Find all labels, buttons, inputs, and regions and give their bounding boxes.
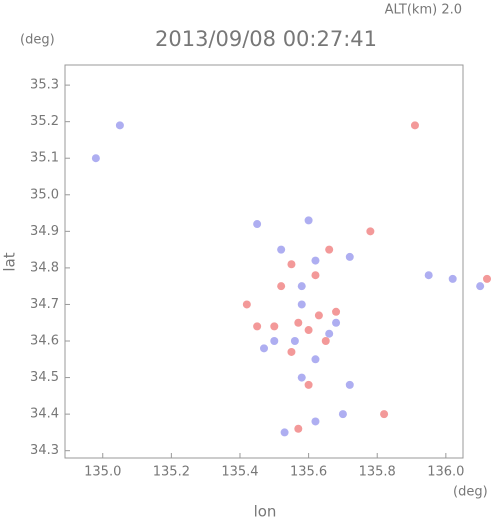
echo-point bbox=[311, 417, 320, 426]
echo-point bbox=[287, 260, 296, 269]
y-tick-label: 34.3 bbox=[30, 443, 59, 458]
echo-point bbox=[297, 282, 306, 291]
y-tick-label: 34.9 bbox=[30, 224, 59, 239]
y-tick-label: 34.4 bbox=[30, 407, 59, 422]
y-tick-label: 34.6 bbox=[30, 334, 59, 349]
echo-point bbox=[253, 220, 262, 229]
y-tick-label: 34.8 bbox=[30, 260, 59, 275]
echo-point bbox=[242, 300, 251, 309]
echo-point bbox=[325, 245, 334, 254]
y-unit: (deg) bbox=[20, 33, 55, 48]
echo-point bbox=[304, 326, 313, 335]
y-tick-label: 35.3 bbox=[30, 78, 59, 93]
echo-point bbox=[476, 282, 485, 291]
y-tick-label: 35.0 bbox=[30, 187, 59, 202]
y-tick-label: 34.5 bbox=[30, 370, 59, 385]
echo-point bbox=[115, 121, 124, 130]
x-tick-label: 135.8 bbox=[359, 465, 396, 480]
echo-point bbox=[332, 318, 341, 327]
y-tick-label: 35.1 bbox=[30, 151, 59, 166]
x-unit: (deg) bbox=[453, 485, 488, 500]
echo-point bbox=[294, 318, 303, 327]
echo-point bbox=[304, 216, 313, 225]
echo-point bbox=[410, 121, 419, 130]
echo-point bbox=[311, 355, 320, 364]
echo-point bbox=[321, 337, 330, 346]
echo-point bbox=[277, 282, 286, 291]
echo-point bbox=[297, 373, 306, 382]
echo-point bbox=[366, 227, 375, 236]
y-tick-label: 35.2 bbox=[30, 114, 59, 129]
echo-point bbox=[280, 428, 289, 437]
echo-point bbox=[332, 307, 341, 316]
x-tick-label: 135.4 bbox=[221, 465, 258, 480]
x-tick-label: 135.0 bbox=[84, 465, 121, 480]
echo-point bbox=[91, 154, 100, 163]
x-tick-label: 135.2 bbox=[153, 465, 190, 480]
echo-point bbox=[253, 322, 262, 331]
plot-frame bbox=[64, 64, 464, 459]
echo-point bbox=[380, 410, 389, 419]
echo-point bbox=[345, 380, 354, 389]
echo-point bbox=[448, 274, 457, 283]
echo-point bbox=[260, 344, 268, 353]
echo-point bbox=[325, 329, 334, 338]
echo-point bbox=[297, 300, 306, 309]
echo-point bbox=[270, 337, 279, 346]
echo-point bbox=[290, 337, 299, 346]
chart-title: 2013/09/08 00:27:41 bbox=[155, 27, 377, 51]
x-tick-label: 136.0 bbox=[427, 465, 464, 480]
echo-point bbox=[287, 347, 296, 356]
echo-point bbox=[304, 380, 313, 389]
echo-point bbox=[338, 410, 347, 419]
echo-point bbox=[311, 256, 320, 265]
echo-point bbox=[424, 271, 433, 280]
y-tick-label: 34.7 bbox=[30, 297, 59, 312]
altitude-label: ALT(km) 2.0 bbox=[385, 3, 462, 18]
echo-point bbox=[270, 322, 279, 331]
echo-point bbox=[277, 245, 286, 254]
echo-point bbox=[345, 252, 354, 261]
echo-point bbox=[314, 311, 323, 320]
echo-point bbox=[294, 424, 303, 433]
x-axis-label: lon bbox=[254, 503, 277, 521]
echo-point bbox=[483, 274, 491, 283]
y-axis-label: lat bbox=[1, 252, 19, 271]
x-tick-label: 135.6 bbox=[290, 465, 327, 480]
echo-point bbox=[311, 271, 320, 280]
